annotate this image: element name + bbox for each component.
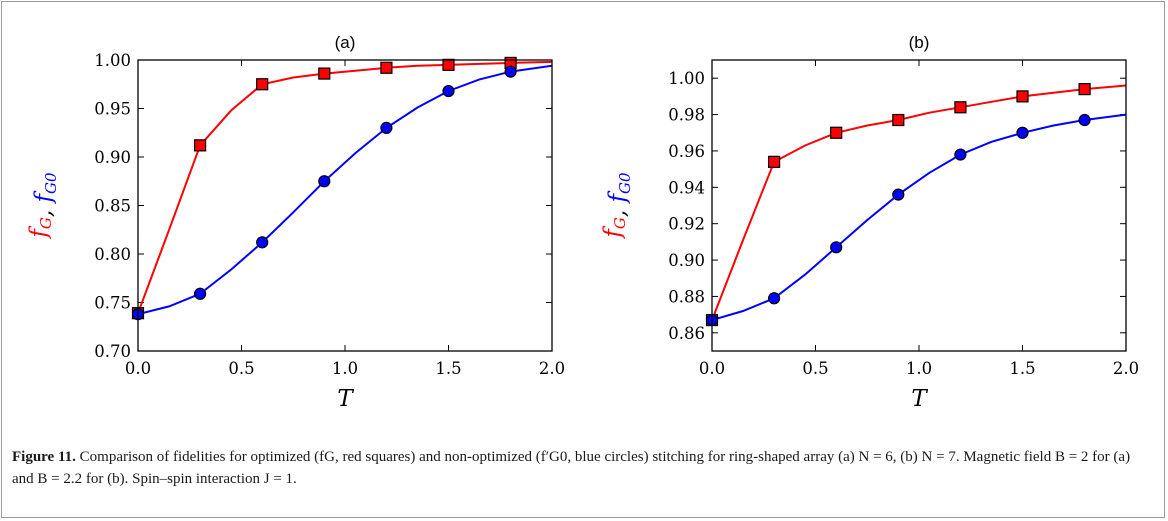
data-point-square — [380, 61, 393, 74]
y-tick-label: 0.96 — [668, 142, 705, 161]
data-point-square — [767, 155, 781, 168]
x-tick-label: 0.0 — [699, 359, 725, 378]
y-tick-label: 1.00 — [668, 69, 705, 88]
y-tick-label: 0.90 — [94, 148, 131, 167]
y-axis-label-subscript: G — [37, 217, 55, 229]
data-point-circle — [1016, 126, 1029, 139]
y-axis-label: fG, fG0 — [26, 172, 60, 240]
y-tick-label: 0.92 — [668, 215, 705, 234]
y-tick-label: 0.94 — [668, 178, 705, 197]
data-point-square — [1078, 82, 1091, 96]
data-point-circle — [256, 236, 269, 249]
y-axis-label-subscript: G0 — [616, 172, 634, 194]
y-tick-label: 0.70 — [94, 342, 131, 361]
caption-label: Figure 11. — [12, 449, 76, 465]
y-axis-label-part: f — [31, 190, 57, 204]
data-point-square — [194, 139, 207, 152]
panel-label: (a) — [335, 33, 356, 52]
data-point-square — [830, 126, 843, 139]
y-axis-label-part: , — [31, 202, 57, 217]
y-axis-label-subscript: G0 — [42, 172, 60, 194]
data-point-square — [318, 67, 331, 80]
y-axis-label-subscript: G — [611, 217, 629, 229]
x-axis-label: T — [337, 386, 354, 412]
y-tick-label: 0.95 — [94, 100, 131, 119]
series-line-blue — [138, 64, 552, 316]
y-tick-label: 0.90 — [668, 251, 705, 270]
data-point-circle — [442, 84, 455, 98]
y-axis-label-part: f — [605, 190, 631, 204]
data-point-square — [256, 78, 269, 91]
x-axis-label: T — [911, 386, 928, 412]
y-tick-label: 0.80 — [94, 245, 131, 264]
x-tick-label: 0.0 — [125, 359, 151, 378]
data-point-square — [892, 113, 905, 127]
y-axis-label-part: , — [605, 202, 631, 217]
x-tick-label: 1.0 — [906, 359, 932, 378]
data-point-circle — [194, 287, 207, 300]
data-point-circle — [504, 65, 517, 78]
series-line-red — [712, 84, 1126, 321]
data-point-square — [1016, 90, 1029, 103]
y-tick-label: 0.86 — [668, 324, 705, 343]
data-point-circle — [1078, 113, 1091, 127]
data-point-square — [442, 58, 455, 71]
plot-frame — [711, 59, 1127, 352]
series-line-blue — [712, 113, 1126, 322]
chart-panel-b: (b) 0.0 0.5 1.0 1.5 2.0 0.86 0.88 0.90 0.92 0.94 0.… — [600, 33, 1139, 412]
data-point-circle — [767, 292, 781, 305]
y-tick-label: 0.85 — [94, 197, 131, 216]
y-tick-label: 0.98 — [668, 106, 705, 125]
data-point-square — [954, 101, 967, 114]
x-tick-label: 1.0 — [332, 359, 358, 378]
data-point-circle — [318, 175, 331, 188]
y-axis-label-part: f — [600, 226, 626, 240]
data-point-circle — [954, 148, 967, 161]
caption-text: Comparison of fidelities for optimized (… — [12, 449, 1131, 487]
y-axis-label: fG, fG0 — [600, 172, 634, 240]
x-tick-label: 0.5 — [802, 359, 828, 378]
plot-frame — [137, 59, 553, 352]
x-tick-label: 1.5 — [435, 359, 461, 378]
x-tick-label: 2.0 — [539, 359, 565, 378]
y-axis-label-part: f — [26, 226, 52, 240]
chart-panel-a: (a) 0.0 0.5 1.0 1.5 2.0 0.70 0.75 0.80 0.85 0.90 0.… — [26, 33, 565, 412]
data-point-circle — [830, 241, 843, 254]
x-tick-label: 1.5 — [1009, 359, 1035, 378]
panel-label: (b) — [909, 33, 930, 52]
y-tick-label: 1.00 — [94, 51, 131, 70]
x-tick-label: 0.5 — [228, 359, 254, 378]
x-tick-label: 2.0 — [1113, 359, 1139, 378]
figure-caption: Figure 11. Comparison of fidelities for … — [12, 446, 1152, 490]
data-point-circle — [380, 121, 393, 135]
y-tick-label: 0.88 — [668, 287, 705, 306]
series-line-red — [138, 60, 552, 314]
data-point-circle — [892, 188, 905, 201]
y-tick-label: 0.75 — [94, 294, 131, 313]
